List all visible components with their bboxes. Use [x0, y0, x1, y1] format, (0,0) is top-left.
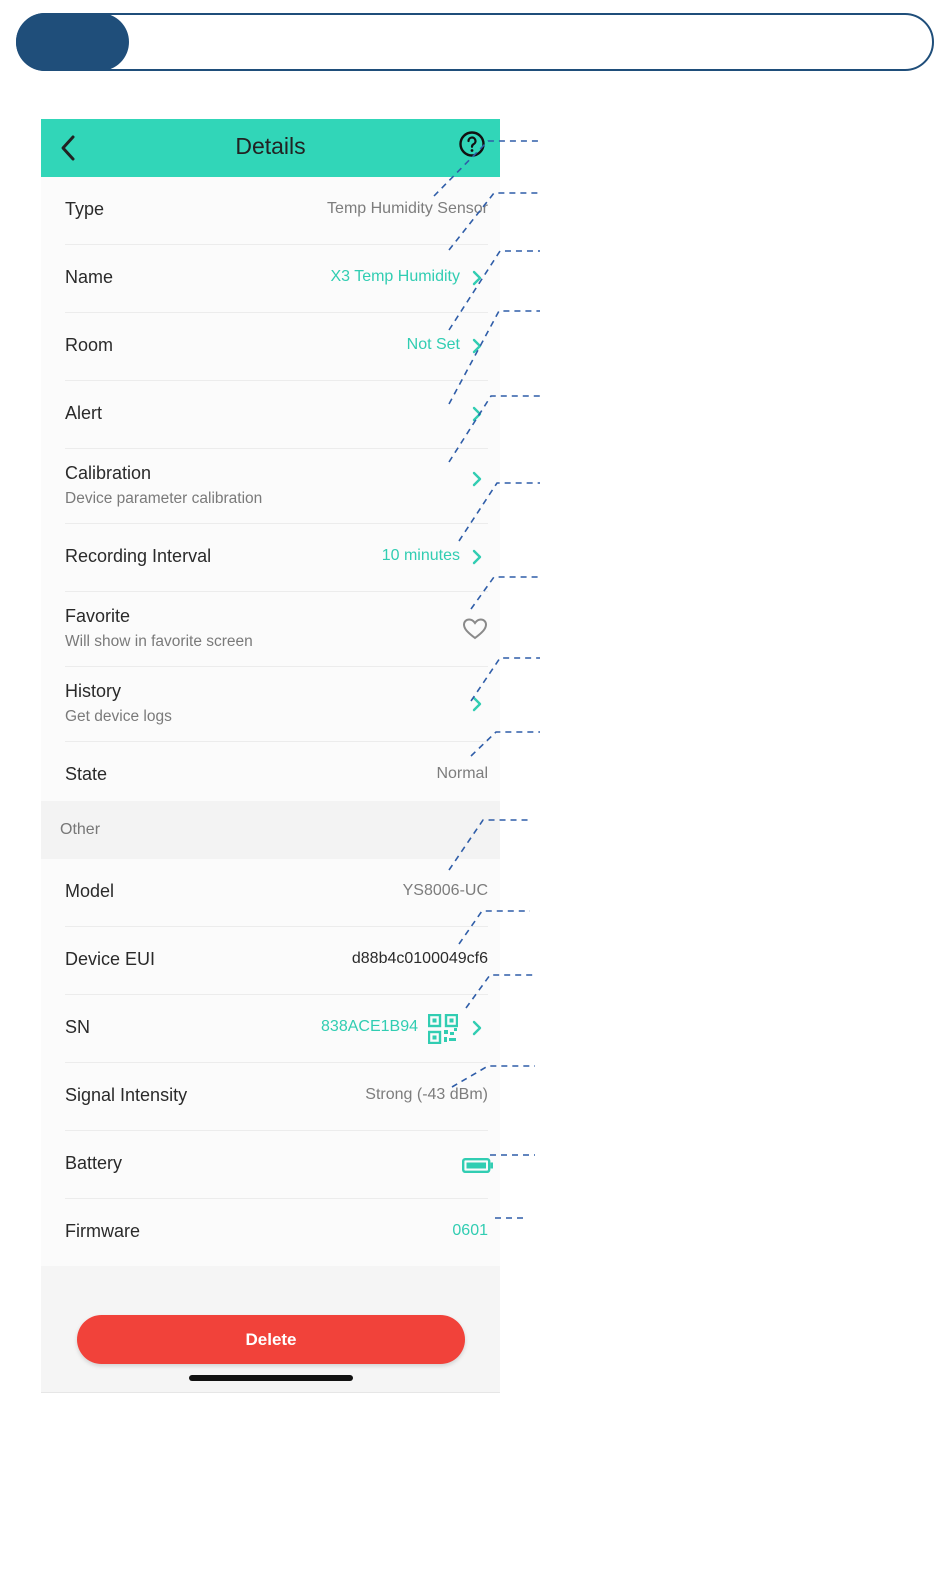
chevron-right-icon [472, 471, 482, 487]
other-list: Model YS8006-UC Device EUI d88b4c0100049… [41, 859, 500, 1266]
row-label: State [65, 764, 108, 784]
type-value: Temp Humidity Sensor [327, 200, 488, 217]
row-favorite: Favorite Will show in favorite screen [65, 592, 488, 667]
heart-icon[interactable] [462, 617, 488, 641]
model-value: YS8006-UC [402, 882, 488, 899]
room-value: Not Set [406, 336, 460, 353]
chevron-right-icon [472, 270, 482, 286]
qr-code-icon[interactable] [428, 1014, 458, 1044]
chevron-right-icon [472, 696, 482, 712]
row-model: Model YS8006-UC [65, 859, 488, 927]
row-signal-intensity: Signal Intensity Strong (-43 dBm) [65, 1063, 488, 1131]
row-label: Type [65, 199, 105, 219]
details-list: Type Temp Humidity Sensor Name X3 Temp H… [41, 177, 500, 809]
row-type: Type Temp Humidity Sensor [65, 177, 488, 245]
row-room[interactable]: Room Not Set [65, 313, 488, 381]
row-recording-interval[interactable]: Recording Interval 10 minutes [65, 524, 488, 592]
row-label: Battery [65, 1153, 123, 1173]
header-bar: Details [41, 119, 500, 177]
back-arrow-icon[interactable] [55, 130, 81, 166]
chevron-right-icon [472, 338, 482, 354]
row-subtitle: Get device logs [65, 708, 172, 725]
row-label: Favorite [65, 606, 131, 626]
firmware-value: 0601 [452, 1222, 488, 1239]
row-label: Calibration [65, 463, 152, 483]
row-label: SN [65, 1017, 91, 1037]
battery-icon [462, 1158, 493, 1173]
delete-button[interactable]: Delete [77, 1315, 465, 1364]
top-bar-outline [16, 13, 934, 71]
row-label: Device EUI [65, 949, 156, 969]
signal-intensity-value: Strong (-43 dBm) [365, 1086, 488, 1103]
row-sn[interactable]: SN 838ACE1B94 [65, 995, 488, 1063]
row-label: Recording Interval [65, 546, 212, 566]
name-value: X3 Temp Humidity [330, 268, 460, 285]
row-device-eui: Device EUI d88b4c0100049cf6 [65, 927, 488, 995]
chevron-right-icon [472, 406, 482, 422]
chevron-right-icon [472, 549, 482, 565]
row-alert[interactable]: Alert [65, 381, 488, 449]
sn-value: 838ACE1B94 [321, 1018, 418, 1035]
page-title: Details [235, 133, 306, 159]
help-icon[interactable] [458, 130, 486, 158]
row-state: State Normal [65, 742, 488, 809]
top-bar-cap [16, 13, 129, 71]
row-firmware: Firmware 0601 [65, 1199, 488, 1266]
phone-screen: Details Type Temp Humidity Sensor Name X… [41, 119, 500, 1393]
device-eui-value: d88b4c0100049cf6 [351, 950, 488, 967]
row-label: Signal Intensity [65, 1085, 188, 1105]
row-label: History [65, 681, 122, 701]
row-label: Room [65, 335, 114, 355]
section-header-other: Other [41, 801, 500, 859]
section-label: Other [60, 821, 101, 838]
recording-interval-value: 10 minutes [381, 547, 460, 564]
row-label: Alert [65, 403, 103, 423]
row-name[interactable]: Name X3 Temp Humidity [65, 245, 488, 313]
row-label: Firmware [65, 1221, 140, 1241]
row-label: Model [65, 881, 115, 901]
row-label: Name [65, 267, 114, 287]
row-calibration[interactable]: Calibration Device parameter calibration [65, 449, 488, 524]
row-subtitle: Will show in favorite screen [65, 633, 253, 650]
row-subtitle: Device parameter calibration [65, 490, 263, 507]
state-value: Normal [436, 765, 488, 782]
home-indicator [189, 1375, 353, 1381]
row-history[interactable]: History Get device logs [65, 667, 488, 742]
chevron-right-icon [472, 1020, 482, 1036]
row-battery: Battery [65, 1131, 493, 1199]
